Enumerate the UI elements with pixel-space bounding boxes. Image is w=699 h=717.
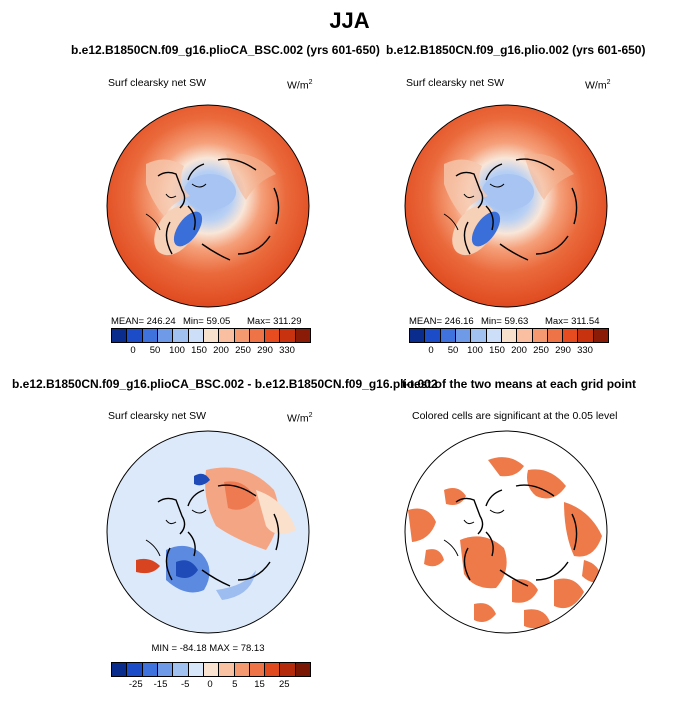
panel-4-title: t-test of the two means at each grid poi…: [402, 377, 637, 391]
colorbar-cell: [127, 329, 143, 342]
panel-3-units: W/m2: [287, 412, 313, 425]
colorbar-tick-label: 50: [447, 345, 459, 356]
colorbar-cell: [219, 663, 235, 676]
colorbar-cell: [142, 663, 158, 676]
colorbar-cell: [234, 663, 250, 676]
colorbar-cell: [547, 329, 564, 342]
colorbar-cell: [157, 663, 174, 676]
colorbar-cell: [112, 329, 128, 342]
panel-3-polar-map: [106, 430, 310, 634]
panel-4-variable: Colored cells are significant at the 0.0…: [412, 410, 618, 422]
colorbar-cell: [249, 329, 266, 342]
colorbar-tick-label: 5: [232, 679, 238, 690]
panel-2-max: Max= 311.54: [545, 316, 600, 327]
colorbar-tick-label: 250: [235, 345, 251, 356]
panel-1-colorbar-ticks: 0 50 100 150 200 250 290 330: [111, 345, 309, 357]
colorbar-cell: [265, 329, 281, 342]
colorbar-cell: [173, 663, 189, 676]
colorbar-tick-label: 200: [511, 345, 527, 356]
colorbar-cell: [234, 329, 250, 342]
colorbar-cell: [203, 329, 220, 342]
panel-3-minmax: MIN = -84.18 MAX = 78.13: [151, 643, 265, 654]
colorbar-tick-label: 330: [279, 345, 295, 356]
colorbar-tick-label: 150: [489, 345, 505, 356]
panel-2-mean: MEAN= 246.16: [409, 316, 474, 327]
colorbar-tick-label: 0: [207, 679, 213, 690]
panel-3-colorbar: [111, 662, 311, 677]
colorbar-cell: [578, 329, 594, 342]
panel-1-units: W/m2: [287, 79, 313, 92]
colorbar-cell: [295, 663, 311, 676]
colorbar-cell: [188, 329, 204, 342]
panel-1-max: Max= 311.29: [247, 316, 302, 327]
colorbar-cell: [142, 329, 158, 342]
colorbar-tick-label: 290: [555, 345, 571, 356]
colorbar-cell: [157, 329, 174, 342]
colorbar-cell: [265, 663, 281, 676]
colorbar-cell: [203, 663, 220, 676]
colorbar-tick-label: -15: [153, 679, 168, 690]
colorbar-tick-label: 290: [257, 345, 273, 356]
colorbar-cell: [112, 663, 128, 676]
colorbar-tick-label: 15: [254, 679, 265, 690]
colorbar-cell: [410, 329, 426, 342]
colorbar-cell: [249, 663, 266, 676]
panel-1-title: b.e12.B1850CN.f09_g16.plioCA_BSC.002 (yr…: [71, 43, 380, 57]
colorbar-cell: [486, 329, 502, 342]
panel-4-polar-map: [404, 430, 608, 634]
colorbar-tick-label: -5: [181, 679, 190, 690]
panel-2-title: b.e12.B1850CN.f09_g16.plio.002 (yrs 601-…: [386, 43, 646, 57]
colorbar-tick-label: 330: [577, 345, 593, 356]
panel-2-colorbar-ticks: 0 50 100 150 200 250 290 330: [409, 345, 607, 357]
panel-1-colorbar: [111, 328, 311, 343]
colorbar-cell: [280, 663, 296, 676]
colorbar-cell: [127, 663, 143, 676]
colorbar-tick-label: 0: [130, 345, 136, 356]
panel-3-colorbar-ticks: -25 -15 -5 0 5 15 25: [111, 679, 309, 691]
colorbar-cell: [295, 329, 311, 342]
panel-1-polar-map: [106, 104, 310, 308]
colorbar-tick-label: -25: [128, 679, 143, 690]
panel-1-variable: Surf clearsky net SW: [108, 77, 207, 89]
panel-3-variable: Surf clearsky net SW: [108, 410, 207, 422]
colorbar-cell: [188, 663, 204, 676]
colorbar-cell: [455, 329, 472, 342]
colorbar-cell: [440, 329, 456, 342]
panel-1-min: Min= 59.05: [183, 316, 231, 327]
colorbar-cell: [563, 329, 579, 342]
panel-2-variable: Surf clearsky net SW: [406, 77, 505, 89]
colorbar-tick-label: 50: [149, 345, 161, 356]
colorbar-tick-label: 250: [533, 345, 549, 356]
colorbar-cell: [471, 329, 487, 342]
colorbar-cell: [501, 329, 518, 342]
panel-2-colorbar: [409, 328, 609, 343]
colorbar-tick-label: 100: [467, 345, 483, 356]
panel-2-min: Min= 59.63: [481, 316, 529, 327]
panel-3-title: b.e12.B1850CN.f09_g16.plioCA_BSC.002 - b…: [12, 377, 438, 391]
colorbar-tick-label: 100: [169, 345, 185, 356]
figure-title: JJA: [329, 8, 370, 33]
colorbar-tick-label: 150: [191, 345, 207, 356]
panel-2-polar-map: [404, 104, 608, 308]
colorbar-cell: [280, 329, 296, 342]
colorbar-tick-label: 25: [278, 679, 290, 690]
colorbar-tick-label: 0: [428, 345, 434, 356]
panel-2-units: W/m2: [585, 79, 611, 92]
colorbar-cell: [517, 329, 533, 342]
colorbar-cell: [425, 329, 441, 342]
panel-1-mean: MEAN= 246.24: [111, 316, 176, 327]
colorbar-cell: [532, 329, 548, 342]
colorbar-cell: [593, 329, 609, 342]
colorbar-cell: [219, 329, 235, 342]
colorbar-cell: [173, 329, 189, 342]
colorbar-tick-label: 200: [213, 345, 229, 356]
